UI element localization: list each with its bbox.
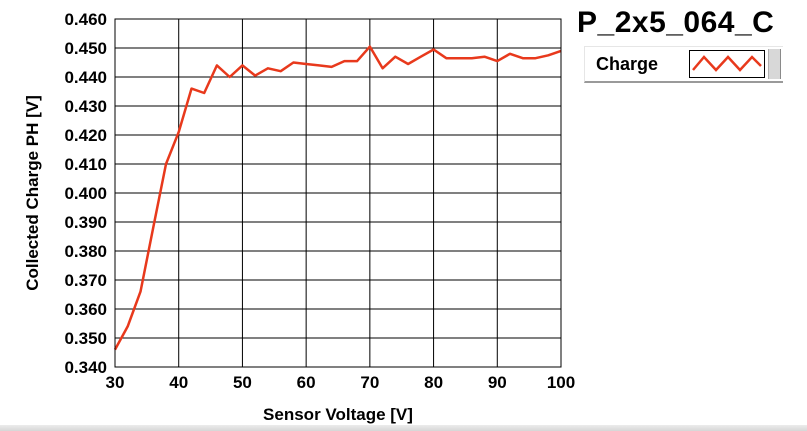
y-tick-label: 0.430 <box>64 97 107 116</box>
y-tick-label: 0.460 <box>64 10 107 29</box>
x-tick-labels: 30 40 50 60 70 80 90 100 <box>106 373 576 392</box>
y-tick-label: 0.420 <box>64 126 107 145</box>
x-tick-label: 80 <box>424 373 443 392</box>
y-tick-label: 0.360 <box>64 300 107 319</box>
x-tick-label: 40 <box>169 373 188 392</box>
window-bottom-edge <box>0 425 807 431</box>
series-layer <box>113 45 562 351</box>
x-tick-label: 30 <box>106 373 125 392</box>
legend-scrollbar[interactable] <box>768 49 781 79</box>
y-tick-label: 0.400 <box>64 184 107 203</box>
legend[interactable]: Charge <box>584 46 783 83</box>
series-line-charge <box>113 45 562 351</box>
y-tick-label: 0.410 <box>64 155 107 174</box>
x-tick-label: 60 <box>297 373 316 392</box>
y-tick-label: 0.370 <box>64 271 107 290</box>
y-tick-label: 0.440 <box>64 68 107 87</box>
x-tick-label: 70 <box>360 373 379 392</box>
x-tick-label: 90 <box>488 373 507 392</box>
y-tick-label: 0.380 <box>64 242 107 261</box>
x-tick-label: 100 <box>547 373 575 392</box>
x-tick-label: 50 <box>233 373 252 392</box>
y-axis-title: Collected Charge PH [V] <box>23 95 42 291</box>
x-axis-title: Sensor Voltage [V] <box>263 405 413 424</box>
plot-frame <box>114 18 562 368</box>
legend-label: Charge <box>596 54 659 74</box>
legend-swatch[interactable] <box>689 50 765 78</box>
y-tick-labels: 0.340 0.350 0.360 0.370 0.380 0.390 0.400 0.410… <box>64 10 107 377</box>
y-tick-label: 0.450 <box>64 39 107 58</box>
legend-swatch-zigzag <box>692 55 762 72</box>
y-tick-label: 0.340 <box>64 358 107 377</box>
chart-title: P_2x5_064_C <box>577 6 775 39</box>
y-tick-label: 0.350 <box>64 329 107 348</box>
y-tick-label: 0.390 <box>64 213 107 232</box>
